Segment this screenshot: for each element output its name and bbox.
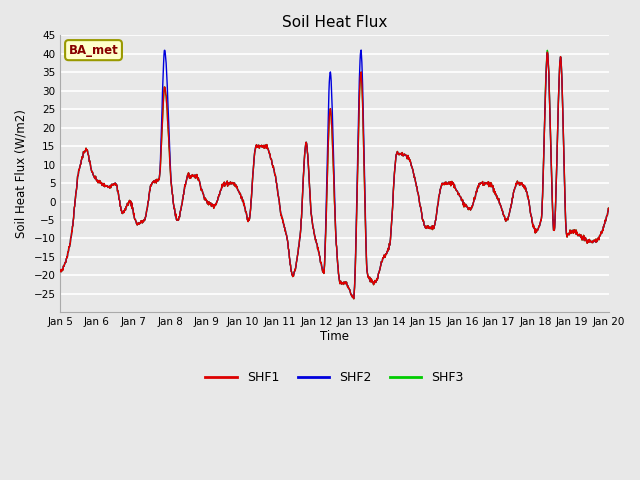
SHF1 bbox=[350, 296, 358, 301]
SHF2 bbox=[122, 206, 129, 212]
SHF2 bbox=[369, 280, 377, 286]
SHF1 bbox=[122, 206, 129, 212]
SHF1 bbox=[301, 154, 308, 160]
Line: SHF2: SHF2 bbox=[60, 50, 609, 299]
X-axis label: Time: Time bbox=[320, 330, 349, 343]
SHF2 bbox=[357, 47, 365, 53]
SHF2 bbox=[605, 206, 612, 212]
Line: SHF1: SHF1 bbox=[60, 52, 609, 299]
SHF3 bbox=[350, 296, 358, 301]
Y-axis label: Soil Heat Flux (W/m2): Soil Heat Flux (W/m2) bbox=[15, 109, 28, 238]
SHF1 bbox=[543, 49, 551, 55]
SHF3 bbox=[543, 48, 551, 53]
Legend: SHF1, SHF2, SHF3: SHF1, SHF2, SHF3 bbox=[200, 366, 469, 389]
SHF3 bbox=[369, 279, 377, 285]
SHF1 bbox=[605, 206, 612, 212]
SHF3 bbox=[99, 182, 107, 188]
Text: BA_met: BA_met bbox=[68, 44, 118, 57]
SHF2 bbox=[310, 231, 318, 237]
SHF3 bbox=[310, 231, 318, 237]
SHF1 bbox=[289, 273, 297, 279]
SHF2 bbox=[289, 273, 297, 278]
Line: SHF3: SHF3 bbox=[60, 50, 609, 299]
SHF2 bbox=[99, 182, 107, 188]
SHF3 bbox=[605, 206, 612, 212]
SHF1 bbox=[56, 267, 64, 273]
Title: Soil Heat Flux: Soil Heat Flux bbox=[282, 15, 387, 30]
SHF1 bbox=[310, 231, 318, 237]
SHF1 bbox=[99, 182, 107, 188]
SHF3 bbox=[122, 206, 129, 212]
SHF3 bbox=[289, 273, 297, 279]
SHF3 bbox=[301, 154, 308, 160]
SHF1 bbox=[369, 279, 377, 285]
SHF2 bbox=[350, 296, 358, 301]
SHF2 bbox=[56, 267, 64, 273]
SHF2 bbox=[301, 154, 308, 160]
SHF3 bbox=[56, 267, 64, 273]
